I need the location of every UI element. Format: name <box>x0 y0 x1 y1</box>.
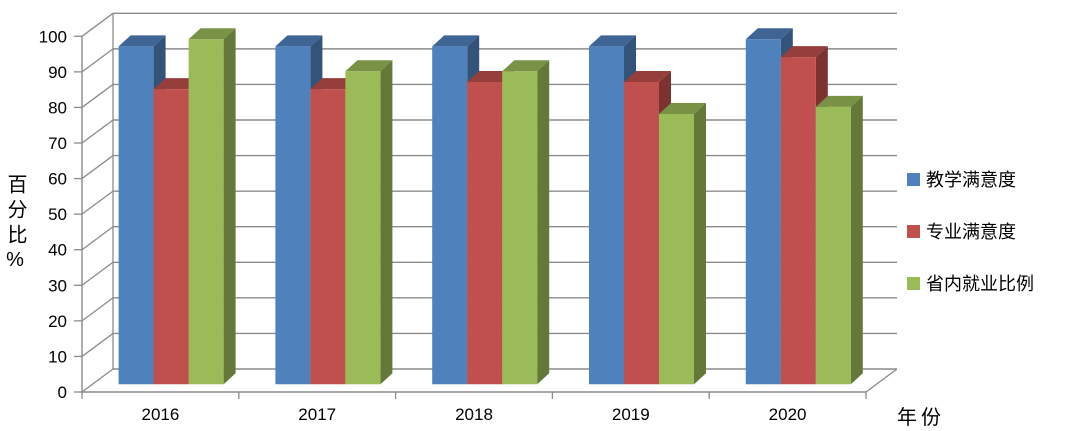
legend-label: 教学满意度 <box>926 170 1016 190</box>
legend-label: 专业满意度 <box>926 222 1016 242</box>
legend-item: 专业满意度 <box>907 218 1034 244</box>
y-tick-label: 60 <box>48 170 67 189</box>
y-tick-label: 0 <box>58 383 67 402</box>
y-axis-title: 百分比% <box>4 174 26 276</box>
x-tick-label: 2016 <box>141 405 179 424</box>
legend-swatch <box>907 224 920 238</box>
x-tick-label: 2019 <box>612 405 650 424</box>
bar-2017-s2 <box>345 60 393 385</box>
y-tick-label: 40 <box>48 241 67 260</box>
legend-item: 省内就业比例 <box>907 270 1034 296</box>
y-tick-label: 50 <box>48 205 67 224</box>
y-tick-label: 20 <box>48 312 67 331</box>
bar-2018-s2 <box>502 60 550 385</box>
bar-2019-s2 <box>659 103 706 385</box>
legend-label: 省内就业比例 <box>926 274 1034 294</box>
y-tick-label: 70 <box>48 134 67 153</box>
bar-2020-s2 <box>815 95 863 385</box>
y-tick-label: 10 <box>48 347 67 366</box>
x-tick-label: 2018 <box>455 405 493 424</box>
legend-swatch <box>907 172 920 186</box>
bar-2016-s2 <box>188 28 236 385</box>
legend-item: 教学满意度 <box>907 166 1034 192</box>
x-tick-label: 2017 <box>298 405 336 424</box>
legend-swatch <box>907 276 920 290</box>
y-tick-label: 90 <box>48 63 67 82</box>
y-tick-label: 30 <box>48 276 67 295</box>
x-axis-title: 年份 <box>897 407 945 429</box>
y-tick-label: 80 <box>48 98 67 117</box>
legend: 教学满意度专业满意度省内就业比例 <box>907 166 1034 296</box>
x-tick-label: 2020 <box>769 405 807 424</box>
y-tick-label: 100 <box>39 27 67 46</box>
